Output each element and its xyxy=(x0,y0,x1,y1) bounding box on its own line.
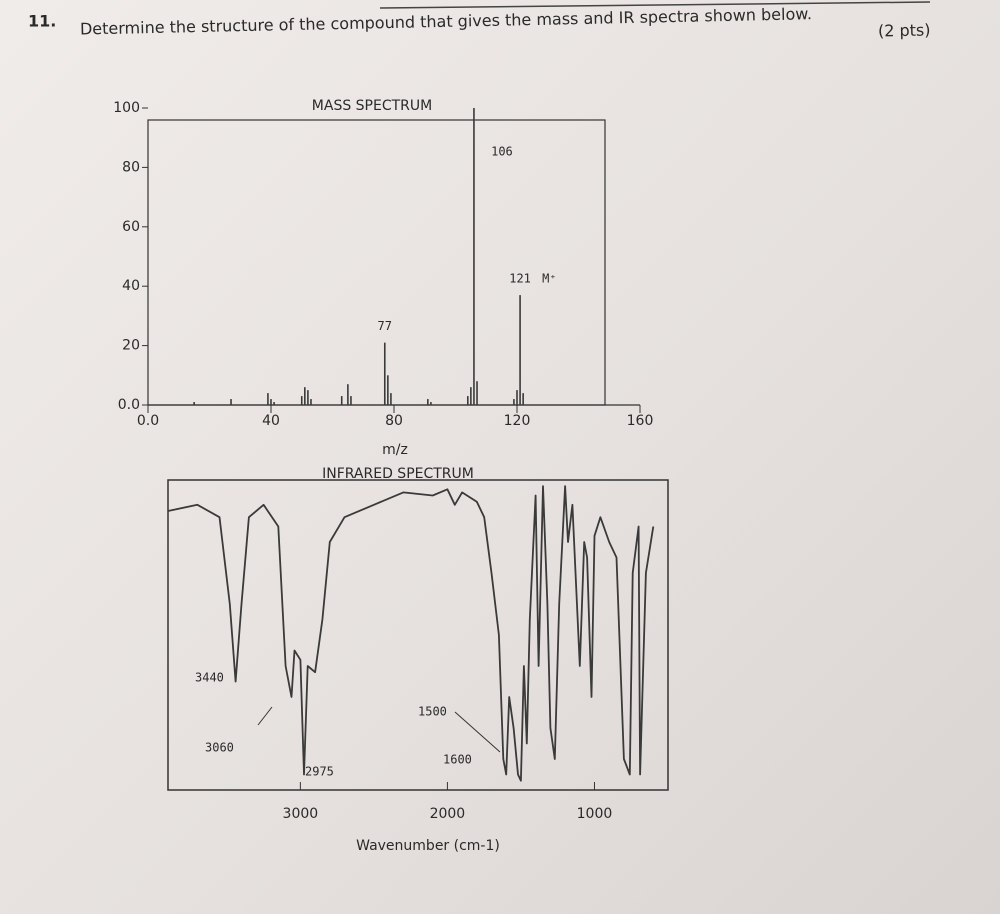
plot-frame xyxy=(147,119,606,406)
arrow-1500 xyxy=(454,711,501,753)
peak-annotation: 3440 xyxy=(195,671,224,685)
peak-label: 77 xyxy=(378,319,392,333)
x-tick-label: 3000 xyxy=(283,806,319,822)
chart-title: INFRARED SPECTRUM xyxy=(322,466,474,482)
x-tick-label: 40 xyxy=(262,413,280,429)
arrow-3060 xyxy=(257,706,273,726)
y-tick-label: 20 xyxy=(122,338,140,354)
peak-label: 121 xyxy=(509,272,531,286)
x-tick-label: 0.0 xyxy=(137,413,159,429)
peak-annotation: 3060 xyxy=(205,741,234,755)
peak-annotation: 1600 xyxy=(443,753,472,767)
chart-title: MASS SPECTRUM xyxy=(312,98,432,114)
peak-annotation: 2975 xyxy=(305,765,334,779)
question-number: 11. xyxy=(28,12,56,31)
y-tick-label: 100 xyxy=(113,100,140,116)
x-tick-label: 160 xyxy=(627,413,654,429)
y-tick-label: 40 xyxy=(122,278,140,294)
plot-frame xyxy=(167,479,669,791)
x-axis-label: m/z xyxy=(382,442,408,458)
x-tick-label: 80 xyxy=(385,413,403,429)
y-tick-label: 60 xyxy=(122,219,140,235)
question-points: (2 pts) xyxy=(878,20,931,40)
page-rule xyxy=(379,1,931,9)
peak-annotation: M⁺ xyxy=(542,272,556,286)
y-tick-label: 0.0 xyxy=(118,397,140,413)
peak-annotation: 1500 xyxy=(418,705,447,719)
x-tick-label: 1000 xyxy=(577,806,613,822)
y-tick-label: 80 xyxy=(122,159,140,175)
x-axis-label: Wavenumber (cm-1) xyxy=(356,838,500,854)
x-tick-label: 120 xyxy=(504,413,531,429)
peak-label: 106 xyxy=(491,145,513,159)
x-tick-label: 2000 xyxy=(430,806,466,822)
ir-trace xyxy=(167,485,655,782)
question-text: Determine the structure of the compound … xyxy=(80,4,812,38)
